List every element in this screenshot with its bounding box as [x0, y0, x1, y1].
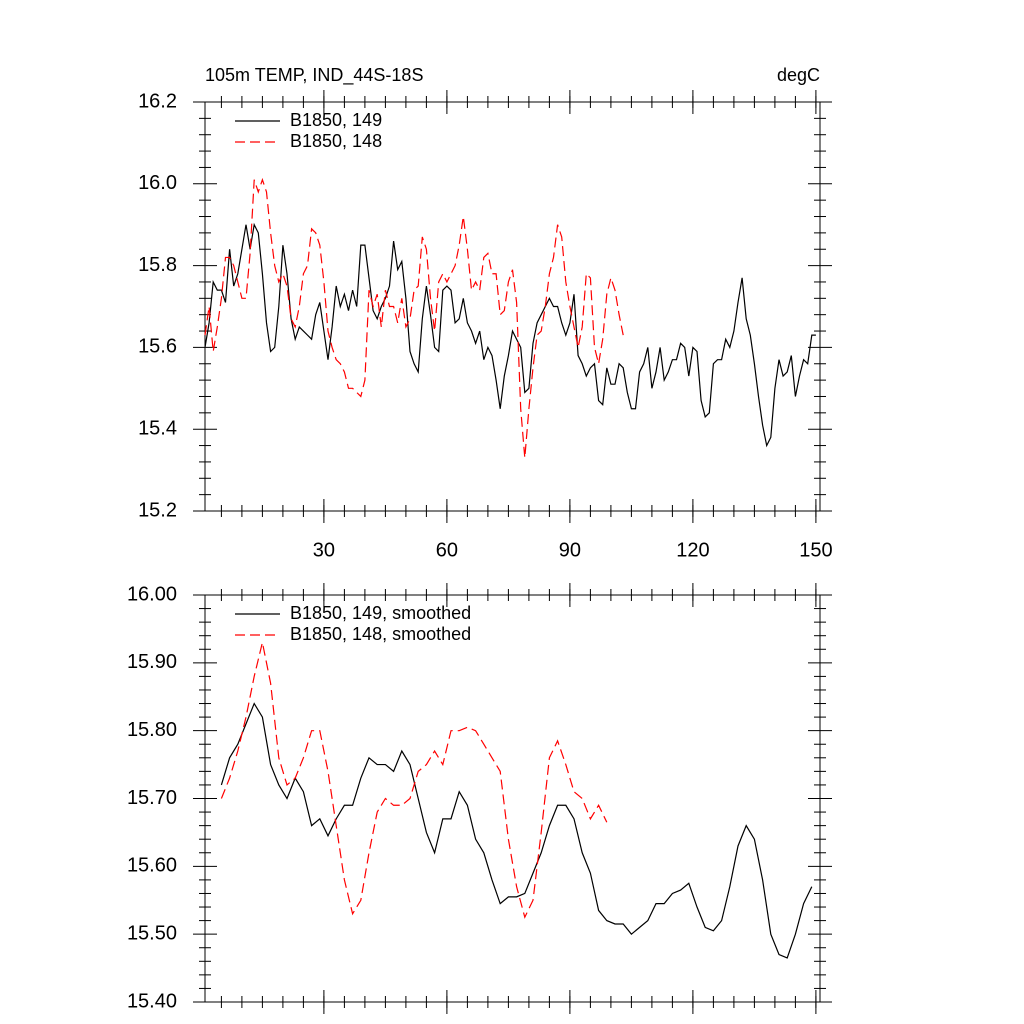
x-tick-label: 60 — [436, 539, 458, 561]
legend-label: B1850, 149 — [290, 110, 382, 130]
y-tick-label: 15.70 — [127, 787, 177, 809]
x-tick-label: 90 — [559, 539, 581, 561]
x-tick-label: 150 — [799, 539, 832, 561]
y-tick-label: 15.60 — [127, 855, 177, 877]
data-line — [204, 222, 816, 448]
y-tick-label: 15.2 — [138, 499, 177, 521]
plot-frame — [204, 594, 821, 1003]
y-tick-label: 15.6 — [138, 336, 177, 358]
y-tick-label: 15.4 — [138, 417, 177, 439]
y-tick-label: 15.50 — [127, 922, 177, 944]
y-tick-label: 15.8 — [138, 254, 177, 276]
plot-frame — [204, 101, 821, 512]
legend-label: B1850, 148 — [290, 131, 382, 151]
legend-label: B1850, 149, smoothed — [290, 603, 471, 623]
data-line — [220, 642, 608, 919]
chart-title: 105m TEMP, IND_44S-18S — [205, 65, 423, 86]
x-tick-label: 120 — [676, 539, 709, 561]
y-tick-label: 15.80 — [127, 719, 177, 741]
y-tick-label: 16.0 — [138, 172, 177, 194]
y-tick-label: 15.40 — [127, 990, 177, 1012]
legend-label: B1850, 148, smoothed — [290, 624, 471, 644]
data-line — [220, 702, 813, 959]
units-label: degC — [777, 65, 820, 85]
x-tick-label: 30 — [313, 539, 335, 561]
data-line — [204, 177, 624, 458]
y-tick-label: 15.90 — [127, 651, 177, 673]
y-tick-label: 16.2 — [138, 90, 177, 112]
y-tick-label: 16.00 — [127, 583, 177, 605]
